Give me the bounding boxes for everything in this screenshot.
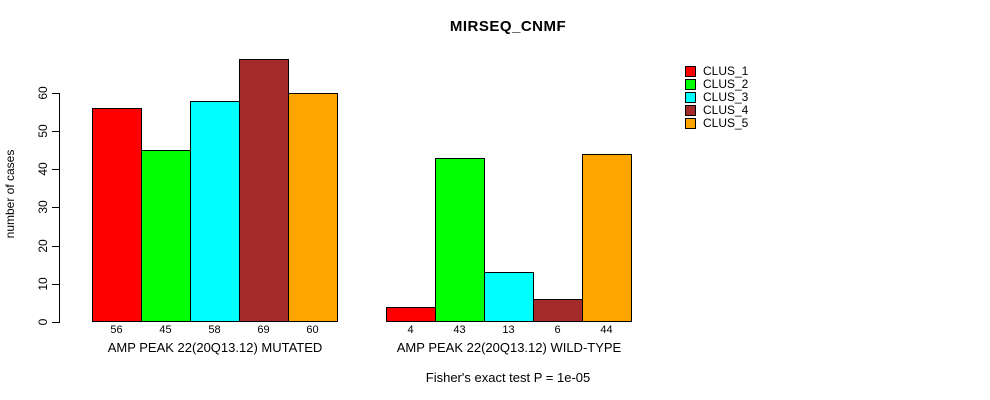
- bar-value-label: 58: [208, 324, 221, 336]
- legend-row-clus_2: CLUS_2: [685, 77, 749, 91]
- y-tick-mark: [52, 246, 59, 247]
- y-tick-mark: [52, 322, 59, 323]
- bar-clus_1: [386, 307, 436, 322]
- y-tick-mark: [52, 131, 59, 132]
- legend-swatch-icon: [685, 105, 696, 116]
- bar-clus_5: [582, 154, 632, 322]
- bar-value-label: 60: [306, 324, 319, 336]
- legend-row-clus_5: CLUS_5: [685, 116, 749, 130]
- y-tick-label: 50: [36, 124, 50, 138]
- bar-value-label: 4: [407, 324, 414, 336]
- bar-clus_5: [288, 93, 338, 322]
- y-tick-label: 40: [36, 162, 50, 176]
- legend-swatch-icon: [685, 79, 696, 90]
- bar-value-label: 43: [453, 324, 466, 336]
- bar-clus_3: [190, 101, 240, 322]
- legend-label: CLUS_1: [703, 64, 749, 78]
- legend-row-clus_4: CLUS_4: [685, 103, 749, 117]
- y-tick-mark: [52, 207, 59, 208]
- y-axis-line: [59, 93, 60, 323]
- y-tick-mark: [52, 284, 59, 285]
- bar-clus_1: [92, 108, 142, 322]
- y-axis-label: number of cases: [3, 149, 17, 239]
- legend-label: CLUS_4: [703, 103, 749, 117]
- legend-row-clus_3: CLUS_3: [685, 90, 749, 104]
- bar-value-label: 44: [600, 324, 613, 336]
- legend-swatch-icon: [685, 118, 696, 129]
- y-tick-mark: [52, 93, 59, 94]
- bar-value-label: 45: [159, 324, 172, 336]
- bar-clus_2: [435, 158, 485, 322]
- bar-value-label: 6: [554, 324, 561, 336]
- bar-clus_4: [533, 299, 583, 322]
- legend-label: CLUS_5: [703, 116, 749, 130]
- y-tick-label: 30: [36, 200, 50, 214]
- legend-label: CLUS_3: [703, 90, 749, 104]
- bar-value-label: 69: [257, 324, 270, 336]
- y-tick-label: 20: [36, 239, 50, 253]
- y-tick-label: 60: [36, 86, 50, 100]
- legend-swatch-icon: [685, 66, 696, 77]
- fisher-test-footnote: Fisher's exact test P = 1e-05: [425, 370, 591, 385]
- x-group-label-mutated: AMP PEAK 22(20Q13.12) MUTATED: [107, 340, 323, 355]
- y-tick-label: 10: [36, 277, 50, 291]
- bar-clus_4: [239, 59, 289, 322]
- y-tick-mark: [52, 169, 59, 170]
- legend: CLUS_1 CLUS_2 CLUS_3 CLUS_4 CLUS_5: [685, 64, 749, 130]
- y-tick-label: 0: [36, 318, 50, 326]
- bar-value-label: 56: [110, 324, 123, 336]
- bar-clus_3: [484, 272, 534, 322]
- x-group-label-wild-type: AMP PEAK 22(20Q13.12) WILD-TYPE: [396, 340, 622, 355]
- legend-label: CLUS_2: [703, 77, 749, 91]
- legend-swatch-icon: [685, 92, 696, 103]
- bar-value-label: 13: [502, 324, 515, 336]
- bar-clus_2: [141, 150, 191, 322]
- chart-title: MIRSEQ_CNMF: [449, 18, 567, 35]
- legend-row-clus_1: CLUS_1: [685, 64, 749, 78]
